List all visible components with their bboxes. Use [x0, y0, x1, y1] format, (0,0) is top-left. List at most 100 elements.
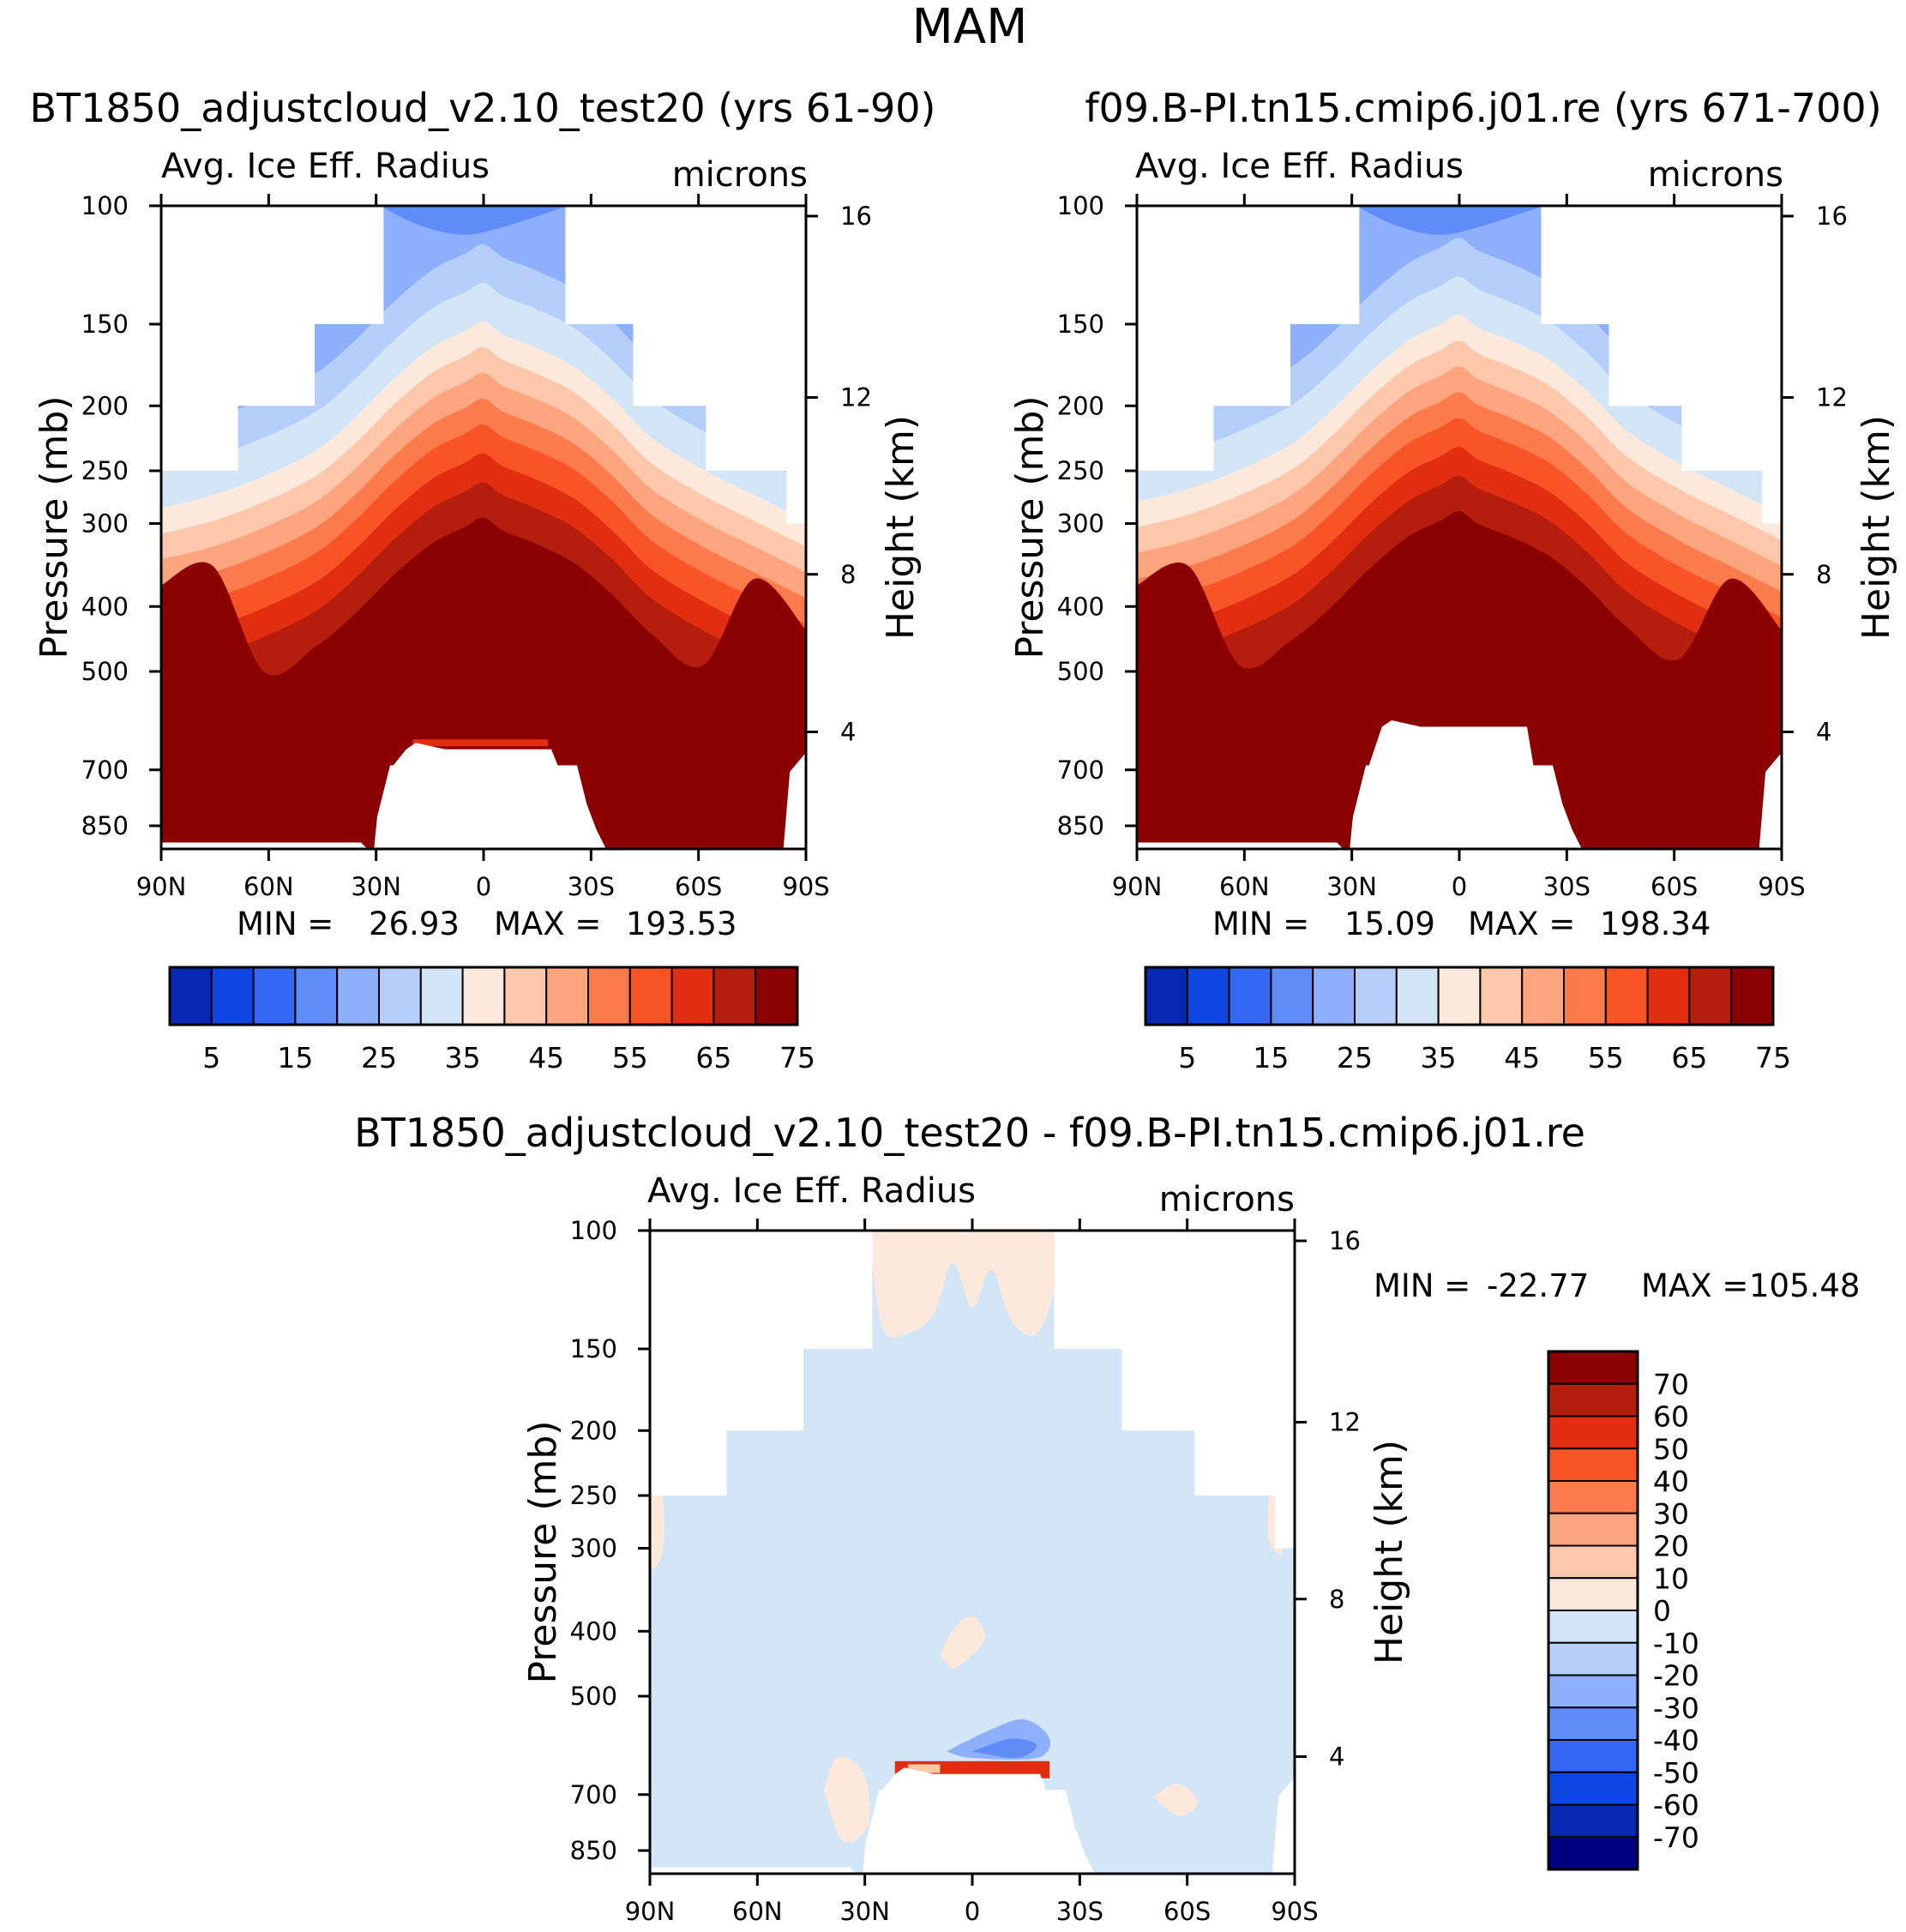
y2-tick-label: 4: [840, 718, 856, 747]
contour-band: [1356, 206, 1543, 235]
colorbar-box: [1548, 1415, 1638, 1450]
colorbar-label: 70: [1653, 1368, 1689, 1401]
y2-tick-label: 16: [840, 202, 872, 231]
x-tick-label: 90N: [625, 1897, 676, 1926]
colorbar-label: -70: [1653, 1821, 1699, 1854]
y2-tick-label: 12: [1329, 1408, 1361, 1437]
figure-title: MAM: [912, 0, 1028, 55]
colorbar-box: [1688, 966, 1733, 1026]
colorbar-box: [628, 966, 673, 1026]
y-tick-label: 300: [570, 1534, 617, 1563]
colorbar-box: [1548, 1480, 1638, 1514]
x-tick-label: 90S: [1758, 872, 1805, 901]
y-tick-label: 150: [81, 310, 129, 339]
x-tick-label: 30N: [351, 872, 401, 901]
x-tick-label: 60N: [1219, 872, 1270, 901]
colorbar-label: 20: [1653, 1530, 1689, 1563]
y-tick-label: 250: [81, 456, 129, 485]
panel-model-axes: 90N 60N 30N 0 30S 60S 90S 100 150 200 250 300 400 500…: [33, 191, 923, 901]
x-tick-label: 90S: [1271, 1897, 1318, 1926]
y2-tick-label: 8: [840, 560, 856, 589]
y-tick-label: 100: [81, 191, 129, 220]
colorbar-box: [587, 966, 631, 1026]
panel-difference-max-label: MAX =: [1641, 1267, 1748, 1304]
colorbar-label: -40: [1653, 1724, 1699, 1757]
contour-band: [940, 1616, 985, 1668]
contour-band: [869, 1231, 1071, 1338]
colorbar-label: 40: [1653, 1465, 1689, 1498]
colorbar-label: 75: [1755, 1041, 1791, 1074]
orography-mask: [161, 743, 806, 849]
y-tick-label: 700: [1057, 755, 1104, 785]
panel-control-field-label: Avg. Ice Eff. Radius: [1135, 147, 1464, 186]
colorbar-box: [1437, 966, 1482, 1026]
colorbar-label: 15: [277, 1041, 313, 1074]
colorbar-box: [1395, 966, 1440, 1026]
panel-model-stats: MIN = 26.93 MAX = 193.53: [237, 906, 737, 942]
y-tick-label: 150: [570, 1334, 617, 1363]
colorbar-label: 10: [1653, 1562, 1689, 1595]
colorbar-label: 65: [695, 1041, 731, 1074]
panel-difference-plot-area: [650, 1231, 1295, 1874]
colorbar-label: 50: [1653, 1432, 1689, 1466]
orography-mask: [650, 1767, 1295, 1874]
y-tick-label: 500: [1057, 657, 1104, 686]
panel-model-field-label: Avg. Ice Eff. Radius: [161, 147, 490, 186]
panel-difference-header: BT1850_adjustcloud_v2.10_test20 - f09.B-…: [354, 1110, 1585, 1156]
colorbar-label: -10: [1653, 1627, 1699, 1660]
x-tick-label: 60N: [732, 1897, 783, 1926]
x-tick-label: 90N: [136, 872, 187, 901]
colorbar-label: 15: [1253, 1041, 1289, 1074]
contour-band: [1152, 1783, 1199, 1816]
colorbar-box: [1646, 966, 1691, 1026]
x-tick-label: 30S: [1543, 872, 1590, 901]
panel-difference-min-label: MIN =: [1374, 1267, 1470, 1304]
panel-difference-units: microns: [1159, 1180, 1295, 1219]
panel-control-header: f09.B-PI.tn15.cmip6.j01.re (yrs 671-700): [1085, 85, 1881, 131]
panel-control-axes: 90N 60N 30N 0 30S 60S 90S 100 150 200 250 300 400 500…: [1008, 191, 1898, 901]
panel-control-min-value: 15.09: [1344, 906, 1435, 942]
colorbar-box: [1548, 1544, 1638, 1580]
colorbar-label: 45: [528, 1041, 564, 1074]
colorbar-box: [1548, 1382, 1638, 1417]
panel-difference-min-value: -22.77: [1487, 1267, 1589, 1304]
contour-band: [650, 1488, 664, 1569]
colorbar-box: [503, 966, 548, 1026]
colorbar-box: [336, 966, 381, 1026]
panel-control-max-value: 198.34: [1600, 906, 1711, 942]
panel-control-stats: MIN = 15.09 MAX = 198.34: [1212, 906, 1711, 942]
colorbar-label: -60: [1653, 1789, 1699, 1822]
y2-tick-label: 4: [1816, 718, 1831, 747]
contour-fill: [1137, 206, 1782, 849]
colorbar-box: [1563, 966, 1607, 1026]
colorbar-label: 25: [361, 1041, 397, 1074]
y2-tick-label: 12: [840, 383, 872, 412]
y-tick-label: 250: [570, 1481, 617, 1510]
colorbar-box: [1548, 1739, 1638, 1773]
colorbar-frame: [1144, 966, 1775, 1026]
panel-model-header: BT1850_adjustcloud_v2.10_test20 (yrs 61-…: [29, 85, 935, 131]
colorbar-box: [1548, 1706, 1638, 1741]
panel-difference-stats: MIN = -22.77 MAX = 105.48: [1374, 1267, 1860, 1304]
colorbar-box: [712, 966, 757, 1026]
orography-mask: [1137, 720, 1782, 849]
missing-data-mask: [1137, 206, 1782, 524]
y-tick-label: 100: [1057, 191, 1104, 220]
y-axis-label: Pressure (mb): [33, 396, 76, 659]
colorbar-box: [1548, 1803, 1638, 1839]
colorbar-box: [1548, 1641, 1638, 1676]
colorbar-box: [1145, 966, 1188, 1026]
y-tick-label: 300: [81, 509, 129, 539]
colorbar-frame: [168, 966, 799, 1026]
colorbar-box: [378, 966, 422, 1026]
colorbar-label: 55: [1588, 1041, 1624, 1074]
colorbar-label: 45: [1504, 1041, 1540, 1074]
colorbar-label: -20: [1653, 1659, 1699, 1693]
colorbar-box: [1548, 1836, 1638, 1870]
contour-band: [380, 206, 568, 235]
y-tick-label: 400: [81, 592, 129, 621]
colorbar-label: 30: [1653, 1497, 1689, 1531]
x-tick-label: 30N: [839, 1897, 890, 1926]
missing-data-mask: [161, 206, 806, 524]
